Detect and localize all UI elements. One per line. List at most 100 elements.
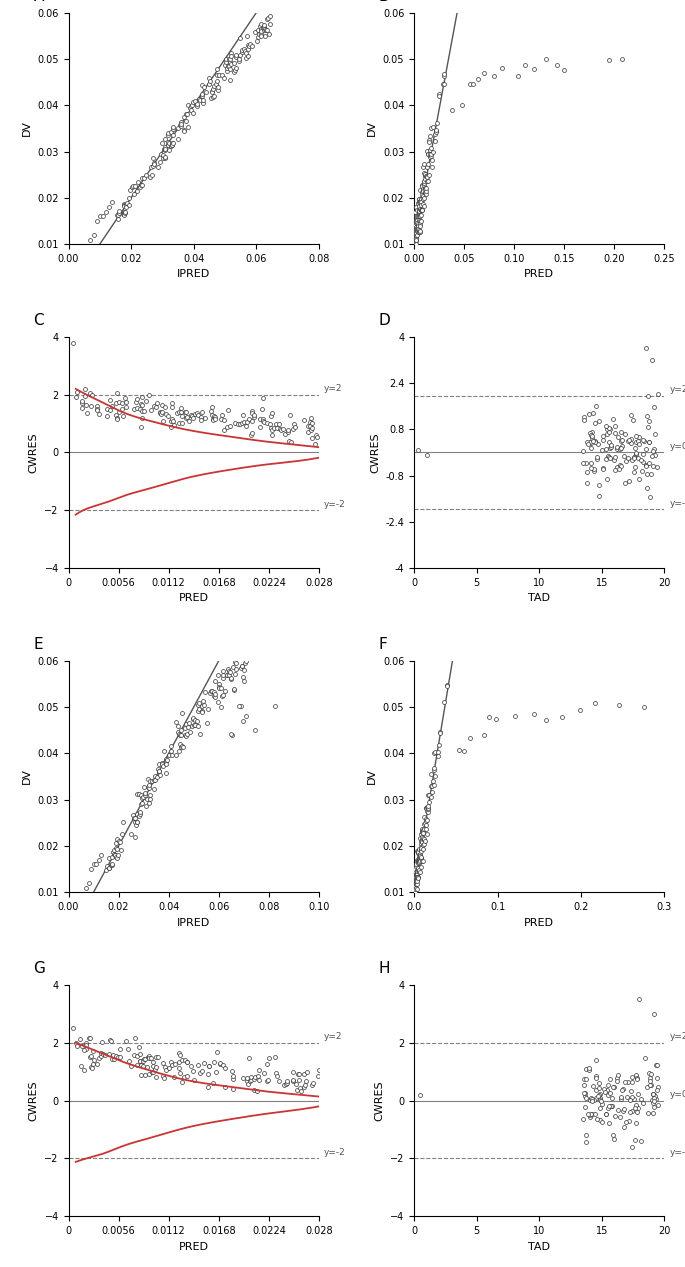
Point: [198, 694, 209, 715]
Point: [423, 798, 434, 818]
Point: [615, 1087, 626, 1107]
Point: [411, 868, 422, 888]
Point: [591, 446, 602, 466]
Point: [414, 180, 425, 200]
Point: [192, 1055, 203, 1076]
Point: [651, 1068, 662, 1088]
Point: [428, 744, 439, 764]
Point: [219, 1058, 230, 1078]
Y-axis label: CWRES: CWRES: [375, 1081, 384, 1121]
Point: [136, 175, 147, 195]
Point: [111, 408, 122, 428]
Point: [413, 210, 424, 231]
Point: [410, 879, 421, 900]
Point: [143, 1048, 154, 1068]
Point: [410, 870, 421, 891]
Point: [603, 432, 614, 452]
Point: [414, 844, 425, 864]
Point: [652, 1077, 663, 1097]
X-axis label: PRED: PRED: [524, 270, 554, 280]
Point: [214, 678, 225, 698]
Point: [95, 207, 105, 227]
Point: [288, 419, 299, 440]
Point: [415, 841, 426, 862]
Point: [412, 869, 423, 889]
Point: [130, 392, 141, 412]
Point: [425, 787, 436, 807]
Point: [416, 818, 427, 839]
Point: [410, 872, 421, 892]
Point: [415, 851, 426, 872]
Point: [197, 92, 208, 113]
Point: [633, 431, 644, 451]
Point: [425, 764, 436, 784]
Point: [191, 96, 202, 117]
Point: [107, 193, 118, 213]
Point: [627, 1136, 638, 1157]
Point: [70, 1033, 81, 1053]
Point: [119, 196, 129, 217]
Point: [80, 1033, 91, 1053]
Point: [103, 196, 114, 217]
Point: [176, 736, 187, 756]
Point: [420, 810, 431, 830]
Point: [586, 1090, 597, 1110]
Point: [644, 452, 655, 473]
Point: [210, 687, 221, 707]
Point: [197, 86, 208, 106]
Point: [284, 405, 295, 426]
Point: [643, 417, 653, 437]
Point: [410, 868, 421, 888]
Point: [649, 1088, 660, 1109]
Point: [101, 407, 112, 427]
Point: [288, 1069, 299, 1090]
Point: [140, 796, 151, 816]
Point: [425, 137, 436, 157]
Point: [584, 1107, 595, 1128]
Point: [254, 16, 265, 37]
Point: [415, 839, 426, 859]
Point: [195, 1063, 206, 1083]
Point: [629, 1088, 640, 1109]
Point: [249, 405, 260, 426]
Point: [415, 222, 426, 242]
Point: [301, 1072, 312, 1092]
Point: [423, 798, 434, 818]
Point: [105, 1031, 116, 1052]
Point: [241, 651, 252, 672]
Point: [147, 147, 158, 167]
Point: [253, 24, 264, 44]
Point: [159, 1068, 170, 1088]
Point: [167, 119, 178, 139]
Point: [153, 761, 164, 782]
Point: [132, 389, 142, 409]
Point: [238, 412, 249, 432]
Point: [594, 1085, 605, 1105]
Point: [648, 1102, 659, 1123]
Point: [183, 712, 194, 732]
Point: [419, 171, 429, 191]
Point: [429, 132, 440, 152]
Point: [413, 851, 424, 872]
Point: [410, 877, 421, 897]
Point: [222, 417, 233, 437]
Point: [415, 834, 426, 854]
Point: [427, 117, 438, 137]
Point: [590, 413, 601, 433]
Point: [263, 23, 274, 43]
Point: [414, 199, 425, 219]
Point: [138, 1057, 149, 1077]
Point: [424, 147, 435, 167]
Point: [410, 860, 421, 881]
Point: [166, 134, 177, 155]
Point: [410, 882, 421, 902]
Point: [414, 201, 425, 222]
Point: [612, 1071, 623, 1091]
Point: [107, 846, 118, 867]
Point: [162, 124, 173, 144]
Point: [625, 1081, 636, 1101]
Point: [626, 1101, 637, 1121]
Point: [181, 1066, 192, 1086]
Point: [240, 653, 251, 673]
Point: [410, 218, 421, 238]
